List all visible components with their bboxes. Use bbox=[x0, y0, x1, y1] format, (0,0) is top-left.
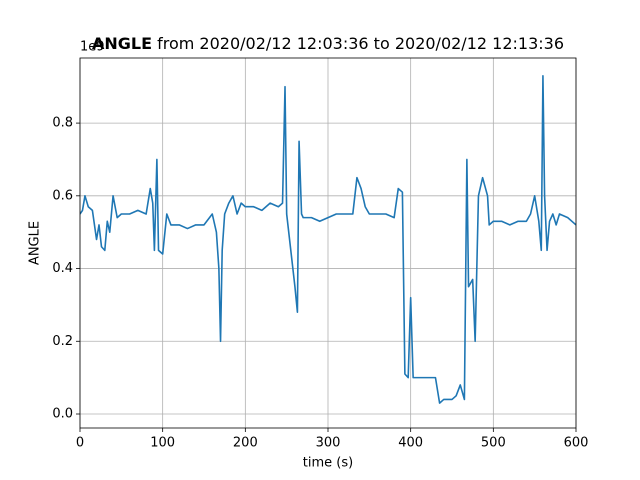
line-series bbox=[80, 75, 576, 404]
y-tick-label: 0.4 bbox=[52, 261, 73, 276]
chart-title: ANGLE from 2020/02/12 12:03:36 to 2020/0… bbox=[92, 34, 564, 53]
x-tick-label: 500 bbox=[481, 436, 506, 451]
y-tick-label: 0.8 bbox=[52, 116, 73, 131]
title-rest: from 2020/02/12 12:03:36 to 2020/02/12 1… bbox=[157, 34, 564, 53]
y-tick-label: 0.6 bbox=[52, 188, 73, 203]
y-tick-label: 0.0 bbox=[52, 407, 73, 422]
x-tick-label: 100 bbox=[150, 436, 175, 451]
x-tick-label: 600 bbox=[564, 436, 589, 451]
x-tick-label: 300 bbox=[316, 436, 341, 451]
x-tick-label: 200 bbox=[233, 436, 258, 451]
y-axis-label: ANGLE bbox=[28, 221, 43, 265]
x-tick-label: 400 bbox=[398, 436, 423, 451]
y-tick-label: 0.2 bbox=[52, 334, 73, 349]
plot-frame bbox=[79, 57, 577, 429]
title-bold: ANGLE bbox=[92, 34, 152, 53]
x-axis-label: time (s) bbox=[303, 456, 353, 471]
x-tick-label: 0 bbox=[76, 436, 84, 451]
offset-text: 1e9 bbox=[80, 40, 105, 55]
